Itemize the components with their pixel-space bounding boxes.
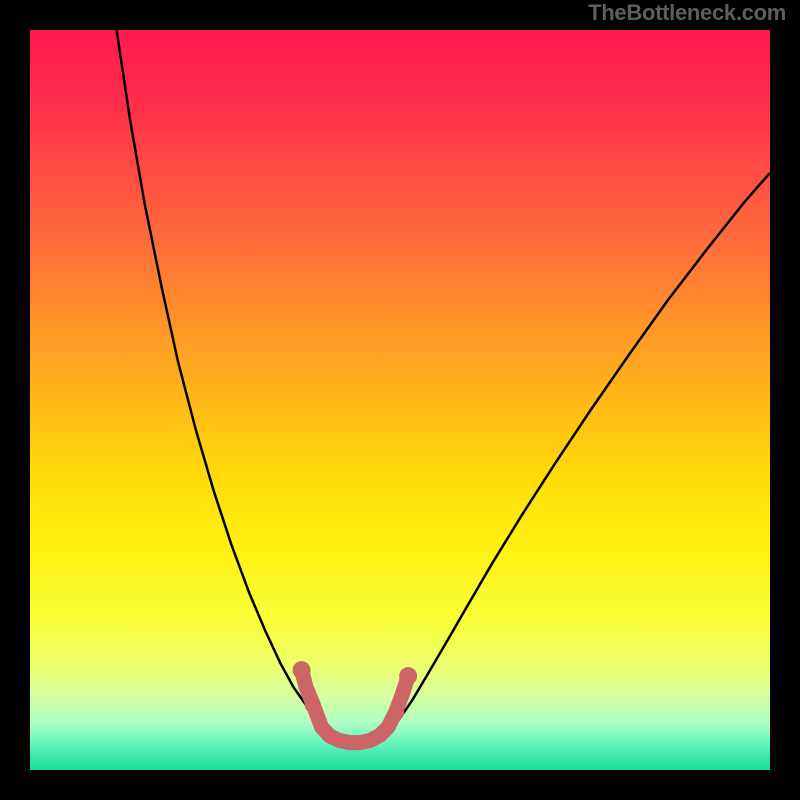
highlight-cap [293,661,311,679]
gradient-background [30,30,770,770]
bottleneck-chart: TheBottleneck.com [0,0,800,800]
highlight-cap [399,667,417,685]
highlight-cap [305,697,321,713]
chart-canvas [0,0,800,800]
highlight-cap [388,704,404,720]
watermark-text: TheBottleneck.com [588,0,786,26]
